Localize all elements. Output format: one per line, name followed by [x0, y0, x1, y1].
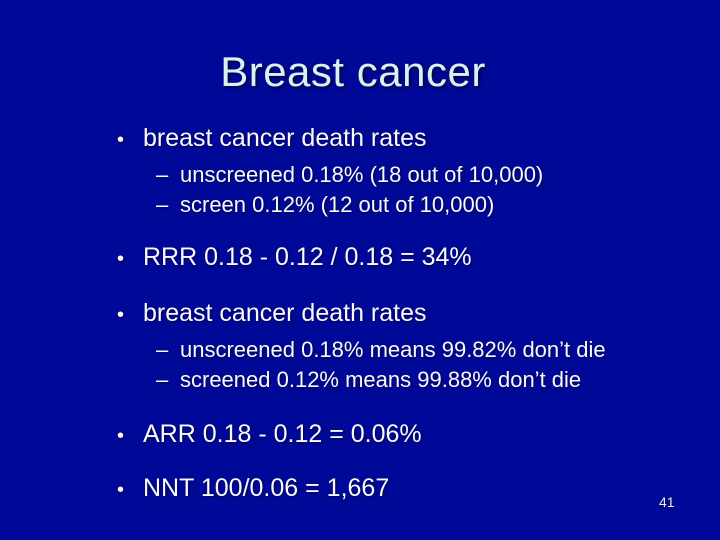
bullet-item: • breast cancer death rates	[117, 299, 427, 328]
sub-bullet-text: unscreened 0.18% (18 out of 10,000)	[180, 162, 544, 187]
bullet-icon: •	[117, 304, 125, 326]
sub-bullet-text: screen 0.12% (12 out of 10,000)	[180, 192, 495, 217]
bullet-icon: •	[117, 479, 125, 501]
bullet-text: ARR 0.18 - 0.12 = 0.06%	[143, 420, 422, 448]
bullet-item: • NNT 100/0.06 = 1,667	[117, 474, 389, 503]
sub-bullet-item: – screen 0.12% (12 out of 10,000)	[156, 192, 494, 218]
bullet-icon: •	[117, 248, 125, 270]
page-number: 41	[659, 494, 675, 510]
dash-icon: –	[156, 192, 169, 217]
dash-icon: –	[156, 367, 169, 392]
sub-bullet-item: – screened 0.12% means 99.88% don’t die	[156, 367, 581, 393]
bullet-text: breast cancer death rates	[143, 299, 427, 327]
bullet-text: breast cancer death rates	[143, 124, 427, 152]
bullet-text: RRR 0.18 - 0.12 / 0.18 = 34%	[143, 243, 472, 271]
sub-bullet-item: – unscreened 0.18% (18 out of 10,000)	[156, 162, 543, 188]
bullet-icon: •	[117, 129, 125, 151]
sub-bullet-text: unscreened 0.18% means 99.82% don’t die	[180, 337, 606, 362]
bullet-icon: •	[117, 425, 125, 447]
bullet-item: • breast cancer death rates	[117, 124, 427, 153]
sub-bullet-text: screened 0.12% means 99.88% don’t die	[180, 367, 582, 392]
bullet-item: • RRR 0.18 - 0.12 / 0.18 = 34%	[117, 243, 472, 272]
slide-title: Breast cancer	[220, 48, 486, 95]
dash-icon: –	[156, 162, 169, 187]
dash-icon: –	[156, 337, 169, 362]
bullet-text: NNT 100/0.06 = 1,667	[143, 474, 390, 502]
bullet-item: • ARR 0.18 - 0.12 = 0.06%	[117, 420, 422, 449]
sub-bullet-item: – unscreened 0.18% means 99.82% don’t di…	[156, 337, 606, 363]
